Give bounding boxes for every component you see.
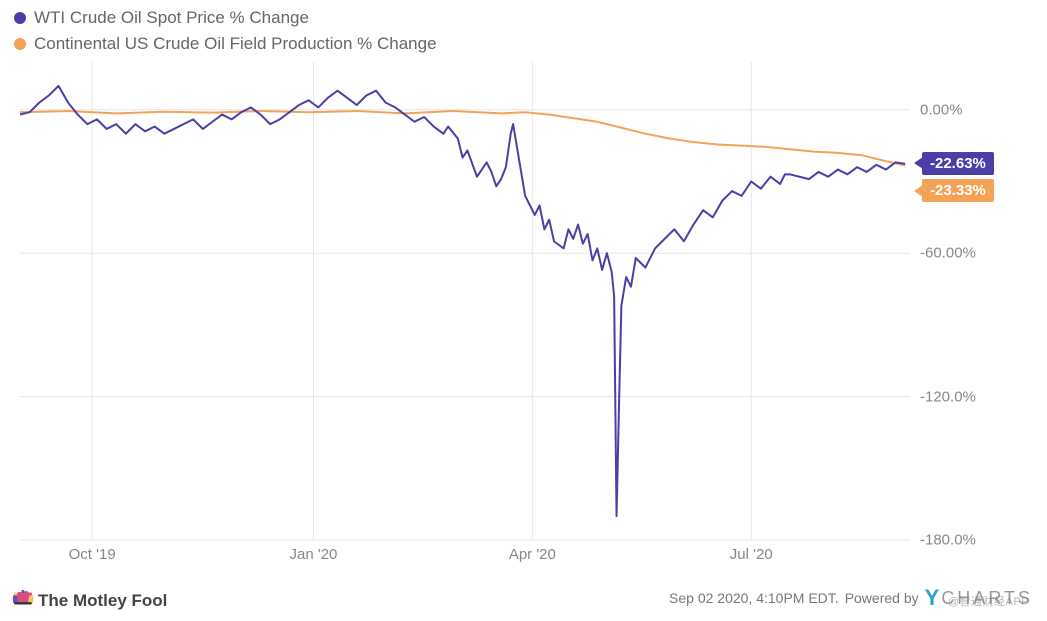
end-value-flag-b: -23.33% bbox=[922, 179, 994, 202]
ycharts-y-icon: Y bbox=[925, 585, 940, 611]
footer: The Motley Fool Sep 02 2020, 4:10PM EDT.… bbox=[0, 581, 1047, 615]
chart-svg bbox=[20, 62, 910, 540]
watermark: @智通财经APP bbox=[948, 593, 1029, 609]
x-axis-tick-label: Oct '19 bbox=[69, 546, 116, 563]
legend-item-b: Continental US Crude Oil Field Productio… bbox=[14, 32, 437, 56]
x-axis-tick-label: Apr '20 bbox=[509, 546, 556, 563]
end-value-flag-a: -22.63% bbox=[922, 152, 994, 175]
x-axis-tick-label: Jul '20 bbox=[730, 546, 773, 563]
legend: WTI Crude Oil Spot Price % Change Contin… bbox=[14, 6, 437, 58]
brand-text: The Motley Fool bbox=[38, 591, 167, 611]
legend-dot-a bbox=[14, 12, 26, 24]
y-axis-tick-label: -120.0% bbox=[920, 388, 976, 405]
end-value-b: -23.33% bbox=[930, 182, 986, 199]
legend-label-a: WTI Crude Oil Spot Price % Change bbox=[34, 6, 309, 30]
y-axis-tick-label: -180.0% bbox=[920, 532, 976, 549]
y-axis-tick-label: -60.00% bbox=[920, 245, 976, 262]
plot-area bbox=[20, 62, 910, 540]
end-value-a: -22.63% bbox=[930, 155, 986, 172]
powered-by-prefix: Powered by bbox=[845, 590, 919, 606]
chart-container: WTI Crude Oil Spot Price % Change Contin… bbox=[0, 0, 1047, 621]
legend-dot-b bbox=[14, 38, 26, 50]
jester-hat-icon bbox=[10, 585, 36, 611]
x-axis-tick-label: Jan '20 bbox=[290, 546, 338, 563]
y-axis-tick-label: 0.00% bbox=[920, 101, 963, 118]
legend-item-a: WTI Crude Oil Spot Price % Change bbox=[14, 6, 437, 30]
legend-label-b: Continental US Crude Oil Field Productio… bbox=[34, 32, 437, 56]
brand-logo: The Motley Fool bbox=[10, 585, 167, 611]
footer-timestamp: Sep 02 2020, 4:10PM EDT. bbox=[669, 590, 839, 606]
